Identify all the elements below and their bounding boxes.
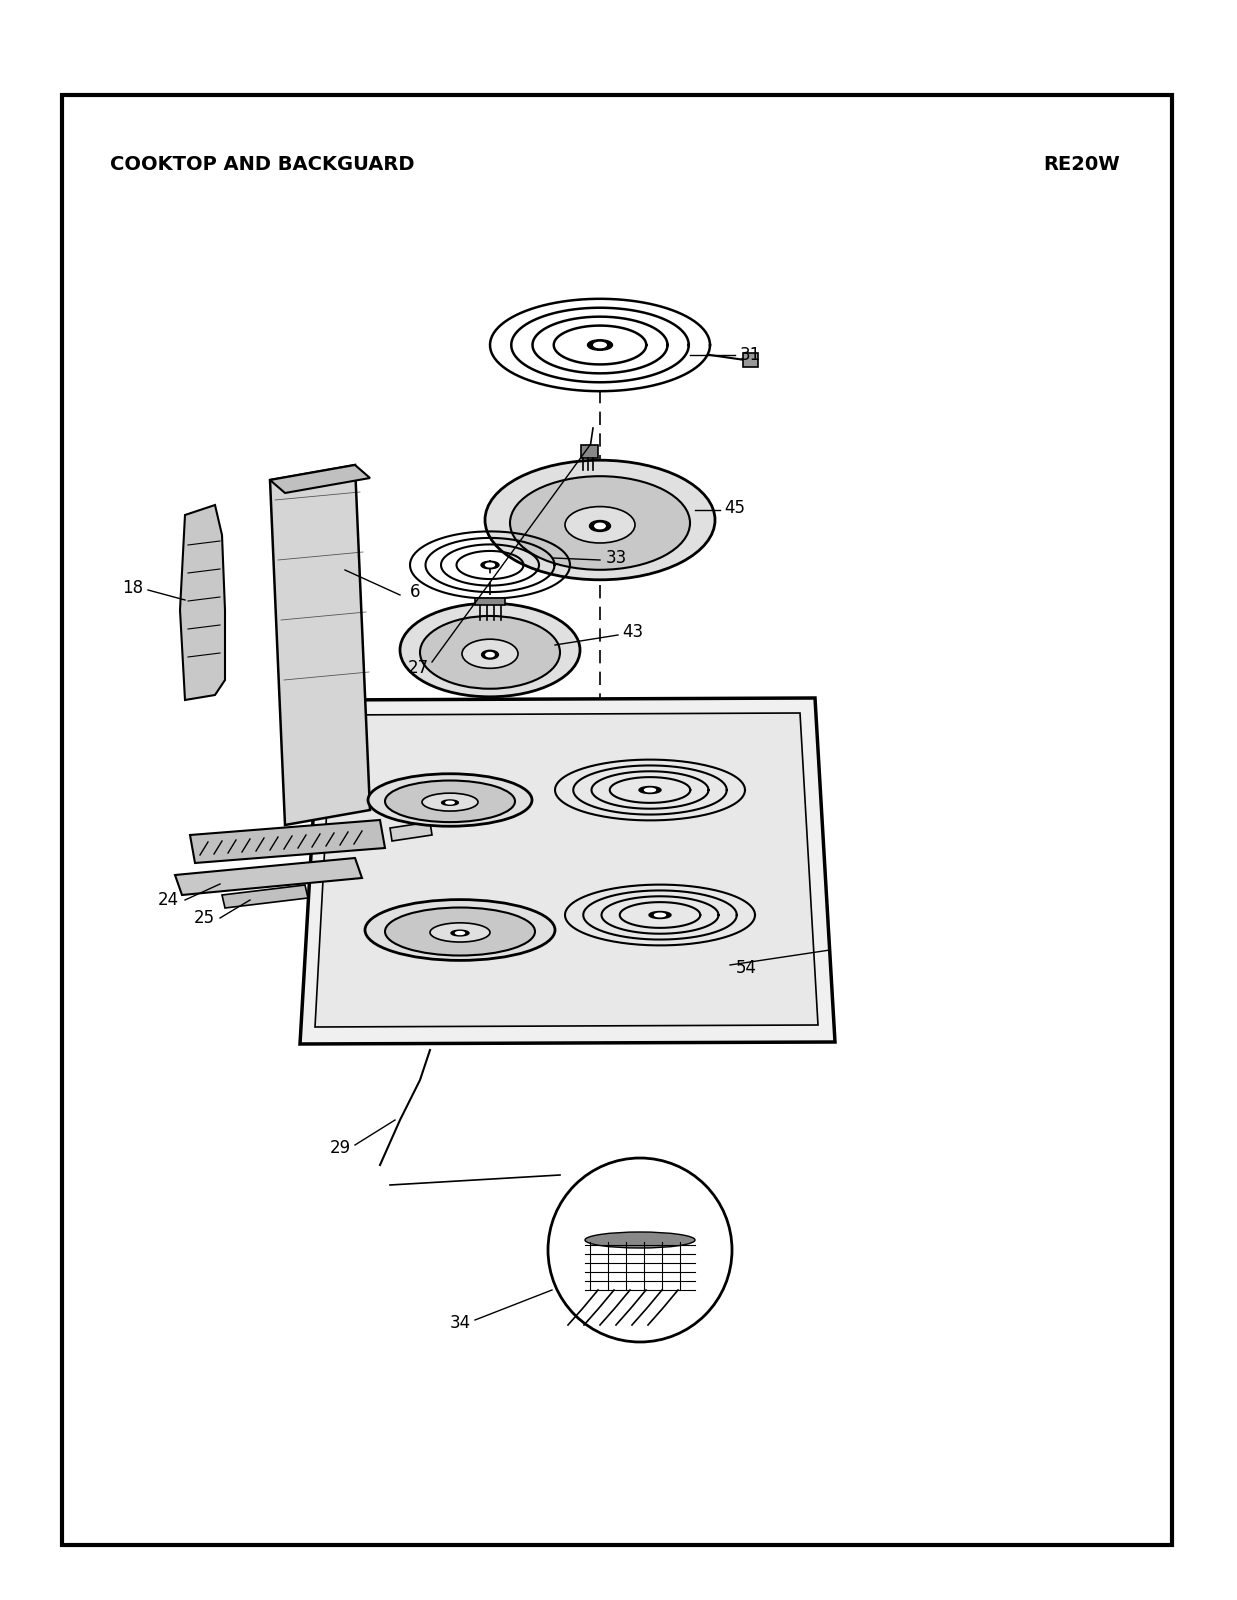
Ellipse shape	[585, 1232, 695, 1248]
Text: 31: 31	[740, 346, 761, 365]
Ellipse shape	[422, 794, 477, 811]
Ellipse shape	[481, 562, 499, 568]
Circle shape	[548, 1158, 732, 1342]
Text: 18: 18	[122, 579, 143, 597]
Ellipse shape	[640, 787, 661, 794]
Text: 27: 27	[407, 659, 428, 677]
Ellipse shape	[644, 789, 656, 792]
Text: 25: 25	[193, 909, 214, 926]
Ellipse shape	[400, 603, 580, 698]
Ellipse shape	[486, 653, 495, 658]
Ellipse shape	[430, 923, 490, 942]
Ellipse shape	[385, 907, 534, 955]
Ellipse shape	[649, 912, 670, 918]
Ellipse shape	[590, 520, 611, 531]
Text: 6: 6	[409, 582, 421, 602]
Ellipse shape	[485, 461, 715, 579]
Ellipse shape	[461, 638, 518, 669]
Ellipse shape	[565, 507, 635, 542]
Text: RE20W: RE20W	[1043, 155, 1119, 174]
Text: 45: 45	[725, 499, 746, 517]
Polygon shape	[174, 858, 362, 894]
Ellipse shape	[595, 523, 605, 528]
Polygon shape	[270, 466, 370, 493]
Text: 24: 24	[157, 891, 178, 909]
Text: 33: 33	[605, 549, 627, 566]
Ellipse shape	[510, 477, 690, 570]
Bar	[62, 94, 1171, 1546]
Ellipse shape	[385, 781, 515, 822]
Ellipse shape	[594, 342, 606, 347]
Text: 34: 34	[449, 1314, 470, 1331]
Ellipse shape	[485, 563, 495, 566]
Ellipse shape	[455, 931, 465, 934]
Ellipse shape	[481, 650, 499, 659]
Polygon shape	[390, 822, 432, 842]
Text: 54: 54	[736, 958, 757, 978]
Ellipse shape	[588, 339, 612, 350]
Ellipse shape	[445, 802, 454, 803]
Polygon shape	[475, 598, 505, 605]
Ellipse shape	[442, 800, 459, 805]
Ellipse shape	[421, 616, 560, 688]
Ellipse shape	[654, 914, 666, 917]
Text: COOKTOP AND BACKGUARD: COOKTOP AND BACKGUARD	[110, 155, 414, 174]
Ellipse shape	[367, 774, 532, 826]
Polygon shape	[221, 885, 308, 909]
Polygon shape	[181, 506, 225, 701]
Polygon shape	[581, 445, 597, 458]
Polygon shape	[190, 819, 385, 862]
Polygon shape	[743, 354, 758, 366]
Polygon shape	[315, 714, 818, 1027]
Polygon shape	[270, 466, 370, 826]
Text: 29: 29	[329, 1139, 350, 1157]
Text: 43: 43	[622, 622, 643, 642]
Ellipse shape	[365, 899, 555, 960]
Polygon shape	[301, 698, 835, 1043]
Ellipse shape	[452, 930, 469, 936]
